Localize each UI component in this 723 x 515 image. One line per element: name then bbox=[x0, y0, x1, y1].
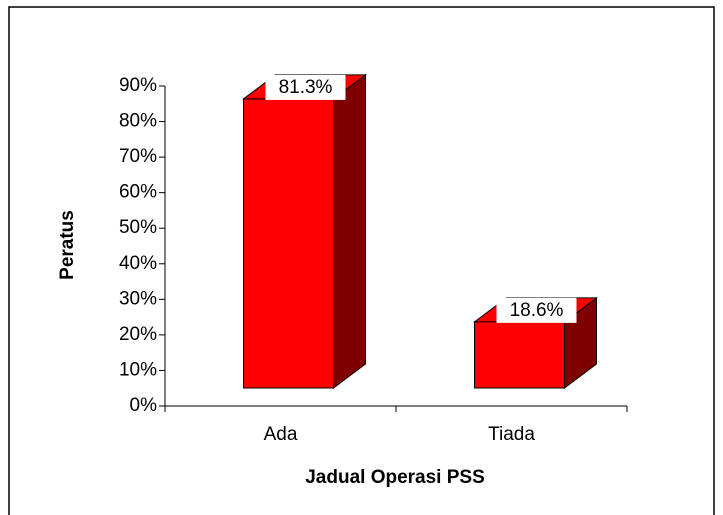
bar-side bbox=[333, 73, 366, 389]
bar bbox=[474, 321, 565, 389]
bar bbox=[243, 98, 334, 389]
y-tick-label: 60% bbox=[119, 182, 157, 203]
y-tick-label: 80% bbox=[119, 111, 157, 132]
y-tick-label: 40% bbox=[119, 253, 157, 274]
y-tick-label: 20% bbox=[119, 324, 157, 345]
value-label-bg bbox=[265, 74, 346, 100]
y-tick-label: 30% bbox=[119, 288, 157, 309]
y-tick-label: 90% bbox=[119, 75, 157, 96]
x-axis-title: Jadual Operasi PSS bbox=[305, 467, 485, 488]
value-label: 81.3% bbox=[279, 77, 333, 98]
x-tick-label: Tiada bbox=[488, 424, 535, 445]
y-tick-label: 0% bbox=[130, 395, 158, 416]
y-axis-title: Peratus bbox=[57, 210, 78, 280]
value-label-bg bbox=[496, 297, 577, 323]
value-label: 18.6% bbox=[510, 300, 564, 321]
y-tick-label: 70% bbox=[119, 146, 157, 167]
y-tick-label: 10% bbox=[119, 359, 157, 380]
y-tick-label: 50% bbox=[119, 217, 157, 238]
x-tick-label: Ada bbox=[264, 424, 298, 445]
